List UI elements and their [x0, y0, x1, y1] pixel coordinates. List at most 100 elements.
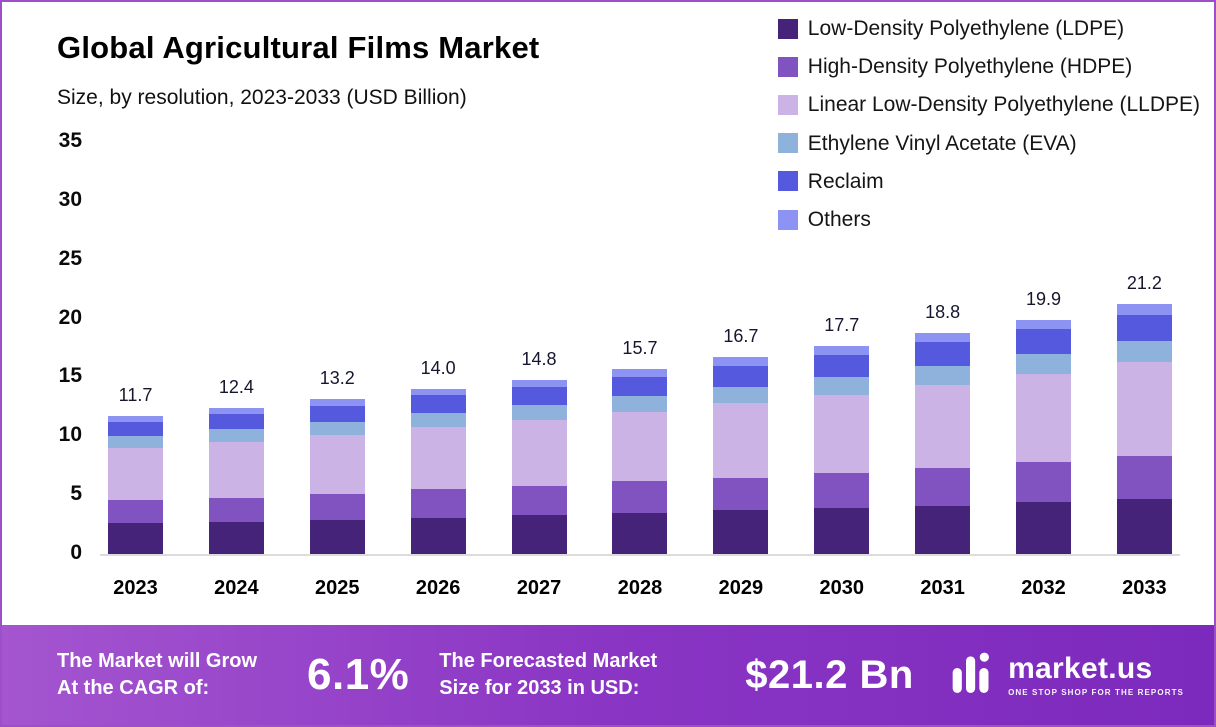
plot-area: 11.7 2023 12.4 2024 13.2 2025 14.0 2026 14.8 2027…: [100, 142, 1180, 599]
bar-stack: [915, 332, 971, 554]
x-axis-label: 2024: [214, 577, 259, 599]
x-axis-label: 2023: [113, 577, 158, 599]
bar-segment: [108, 436, 163, 449]
bar-column: 21.2 2033: [1116, 142, 1172, 599]
bar-segment: [108, 499, 163, 524]
bar-segment: [208, 408, 264, 414]
bar-segment: [511, 386, 567, 405]
bar-segment: [1016, 373, 1072, 463]
bar-segment: [713, 477, 769, 511]
bar-total-label: 14.0: [420, 358, 456, 379]
bar-segment: [309, 493, 365, 520]
bar-segment: [410, 517, 466, 554]
bar-stack: [1016, 319, 1072, 554]
bar-segment: [612, 377, 668, 397]
bar-column: 16.7 2029: [713, 142, 769, 599]
bar-segment: [713, 510, 769, 554]
bar-segment: [612, 481, 668, 513]
bar-column: 17.7 2030: [814, 142, 870, 599]
x-axis-label: 2030: [819, 577, 864, 599]
legend-label: Low-Density Polyethylene (LDPE): [807, 17, 1125, 40]
bar-total-label: 17.7: [824, 314, 860, 335]
legend-item: High-Density Polyethylene (HDPE): [777, 54, 1200, 79]
chart-subtitle: Size, by resolution, 2023-2033 (USD Bill…: [57, 86, 467, 109]
x-axis-label: 2032: [1021, 577, 1066, 599]
x-axis-label: 2025: [315, 577, 360, 599]
bar-segment: [108, 523, 163, 554]
x-axis-label: 2028: [617, 577, 663, 599]
legend: Low-Density Polyethylene (LDPE) High-Dens…: [777, 16, 1200, 232]
bar-segment: [1116, 362, 1172, 457]
bar-stack: [309, 398, 365, 554]
brand-tagline: One Stop Shop For The Reports: [1008, 687, 1184, 697]
bar-segment: [208, 429, 264, 443]
legend-label: Linear Low-Density Polyethylene (LLDPE): [807, 93, 1200, 117]
bar-segment: [208, 442, 264, 498]
bar-segment: [1016, 353, 1072, 374]
legend-swatch: [777, 94, 798, 115]
legend-swatch: [777, 171, 798, 192]
bar-segment: [108, 422, 163, 437]
bar-segment: [814, 472, 870, 509]
bar-segment: [410, 389, 466, 396]
y-tick-label: 15: [58, 364, 82, 388]
bar-column: 18.8 2031: [915, 142, 971, 599]
bar-column: 14.0 2026: [410, 142, 466, 599]
x-axis-label: 2029: [718, 577, 764, 599]
bar-total-label: 21.2: [1126, 273, 1162, 294]
bar-segment: [410, 426, 466, 490]
cagr-value: 6.1%: [307, 650, 410, 699]
bar-segment: [713, 403, 769, 478]
bar-segment: [1016, 319, 1072, 330]
bar-segment: [1016, 502, 1072, 554]
bar-total-label: 11.7: [118, 385, 153, 406]
marketus-logo: market.us One Stop Shop For The Reports: [946, 648, 1184, 703]
bar-segment: [410, 489, 466, 518]
legend-item: Ethylene Vinyl Acetate (EVA): [777, 131, 1200, 156]
legend-item: Reclaim: [777, 169, 1200, 194]
bar-segment: [915, 384, 971, 469]
y-tick-label: 20: [58, 305, 82, 329]
legend-swatch: [777, 209, 798, 230]
bar-column: 15.7 2028: [612, 142, 668, 599]
legend-item: Others: [777, 207, 1200, 232]
bar-segment: [410, 395, 466, 413]
bar-segment: [1116, 304, 1172, 316]
bar-segment: [1116, 315, 1172, 341]
x-axis-label: 2026: [415, 577, 461, 599]
y-tick-label: 5: [70, 482, 82, 506]
legend-swatch: [777, 133, 798, 154]
marketus-logo-icon: [946, 648, 996, 703]
bar-stack: [208, 408, 264, 554]
legend-swatch: [777, 18, 798, 39]
bar-segment: [814, 395, 870, 473]
bar-segment: [814, 377, 870, 396]
bar-segment: [1116, 498, 1172, 554]
bar-segment: [814, 355, 870, 378]
bar-segment: [410, 412, 466, 427]
y-tick-label: 10: [58, 423, 82, 447]
bar-segment: [1016, 462, 1072, 503]
bar-segment: [208, 497, 264, 523]
footer-banner: The Market will Grow At the CAGR of: 6.1…: [2, 625, 1214, 725]
bar-segment: [915, 468, 971, 506]
bar-column: 11.7 2023: [108, 142, 163, 599]
x-axis-label: 2031: [920, 577, 965, 599]
bar-segment: [511, 379, 567, 387]
bar-segment: [713, 365, 769, 387]
bar-total-label: 16.7: [723, 326, 759, 347]
bar-segment: [713, 386, 769, 404]
bar-segment: [915, 505, 971, 554]
bar-column: 14.8 2027: [511, 142, 567, 599]
bar-total-label: 12.4: [218, 377, 254, 398]
bar-stack: [410, 389, 466, 554]
bar-total-label: 18.8: [925, 301, 961, 322]
y-tick-label: 35: [58, 129, 82, 152]
bar-segment: [511, 485, 567, 516]
bar-column: 19.9 2032: [1016, 142, 1072, 599]
bar-segment: [1116, 340, 1172, 363]
bar-stack: [108, 416, 163, 554]
bar-segment: [108, 448, 163, 500]
bar-segment: [511, 404, 567, 420]
